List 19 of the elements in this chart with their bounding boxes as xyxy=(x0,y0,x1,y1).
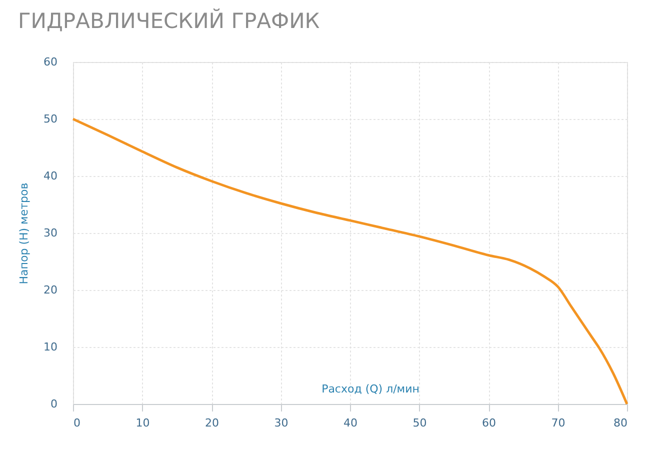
x-tick-label: 70 xyxy=(551,416,566,430)
x-tick-label: 10 xyxy=(136,416,150,430)
x-tick-label: 60 xyxy=(482,416,496,430)
y-axis-title: Напор (H) метров xyxy=(18,182,30,284)
y-tick-label: 50 xyxy=(44,112,58,126)
y-tick-label: 20 xyxy=(44,284,58,296)
x-tick-label: 20 xyxy=(205,416,219,430)
x-axis-title: Расход (Q) л/мин xyxy=(322,382,420,396)
x-tick-label: 30 xyxy=(274,416,288,430)
x-tick-label: 40 xyxy=(344,416,358,430)
y-tick-label: 0 xyxy=(50,398,58,410)
x-tick-label: 50 xyxy=(412,416,427,430)
x-tick-label: 0 xyxy=(74,416,80,430)
y-tick-label: 60 xyxy=(44,56,58,68)
y-tick-label: 30 xyxy=(44,226,58,240)
chart-title: ГИДРАВЛИЧЕСКИЙ ГРАФИК xyxy=(18,8,320,33)
y-tick-label: 40 xyxy=(44,170,58,182)
y-tick-label: 10 xyxy=(44,340,58,354)
x-tick-label: 80 xyxy=(614,416,628,430)
